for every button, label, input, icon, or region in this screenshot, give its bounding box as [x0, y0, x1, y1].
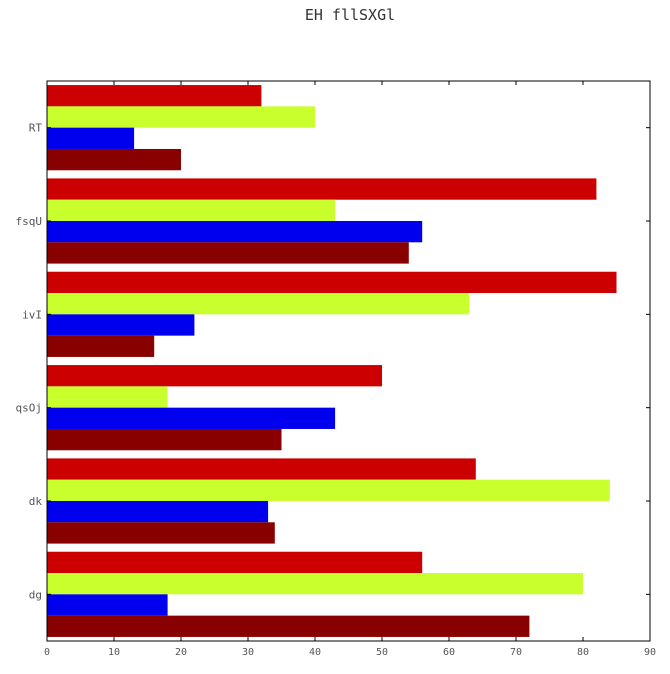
bar-qsOj-series-4 [47, 428, 282, 451]
bar-dg-series-4 [47, 615, 530, 637]
x-tick-label: 90 [644, 647, 656, 658]
bar-RT-series-2 [47, 106, 315, 128]
bar-RT-series-3 [47, 127, 135, 149]
bar-fsqU-series-2 [47, 199, 336, 221]
bar-ivI-series-4 [47, 335, 155, 357]
y-category-label: dk [29, 495, 43, 508]
bar-dg-series-3 [47, 594, 168, 616]
y-category-label: RT [29, 122, 43, 135]
y-category-label: qsOj [16, 402, 43, 415]
bar-dk-series-4 [47, 522, 275, 544]
bar-dk-series-2 [47, 479, 610, 501]
x-tick-label: 20 [175, 647, 187, 658]
chart-title: EH fllSXGl [304, 6, 396, 24]
x-tick-label: 50 [376, 647, 388, 658]
bar-qsOj-series-2 [47, 386, 168, 408]
x-tick-label: 40 [309, 647, 321, 658]
y-category-label: dg [29, 588, 42, 601]
bar-fsqU-series-1 [47, 178, 597, 200]
bar-dg-series-2 [47, 573, 583, 595]
bar-RT-series-4 [47, 148, 181, 171]
x-tick-label: 0 [44, 647, 50, 658]
x-tick-label: 30 [242, 647, 254, 658]
y-category-label: ivI [22, 308, 42, 321]
bar-RT-series-1 [47, 85, 262, 107]
bar-ivI-series-1 [47, 271, 617, 294]
x-tick-label: 80 [577, 647, 589, 658]
axes-frame [46, 80, 651, 642]
bar-dg-series-1 [47, 551, 423, 574]
bar-ivI-series-2 [47, 293, 470, 315]
bar-qsOj-series-1 [47, 365, 382, 387]
bar-fsqU-series-3 [47, 221, 423, 243]
bar-dk-series-3 [47, 501, 269, 523]
x-tick-label: 70 [510, 647, 522, 658]
bar-ivI-series-3 [47, 314, 195, 336]
x-tick-label: 10 [108, 647, 120, 658]
bar-fsqU-series-4 [47, 242, 409, 264]
bar-dk-series-1 [47, 458, 476, 480]
x-tick-label: 60 [443, 647, 455, 658]
bar-qsOj-series-3 [47, 407, 336, 429]
y-category-label: fsqU [16, 215, 43, 228]
